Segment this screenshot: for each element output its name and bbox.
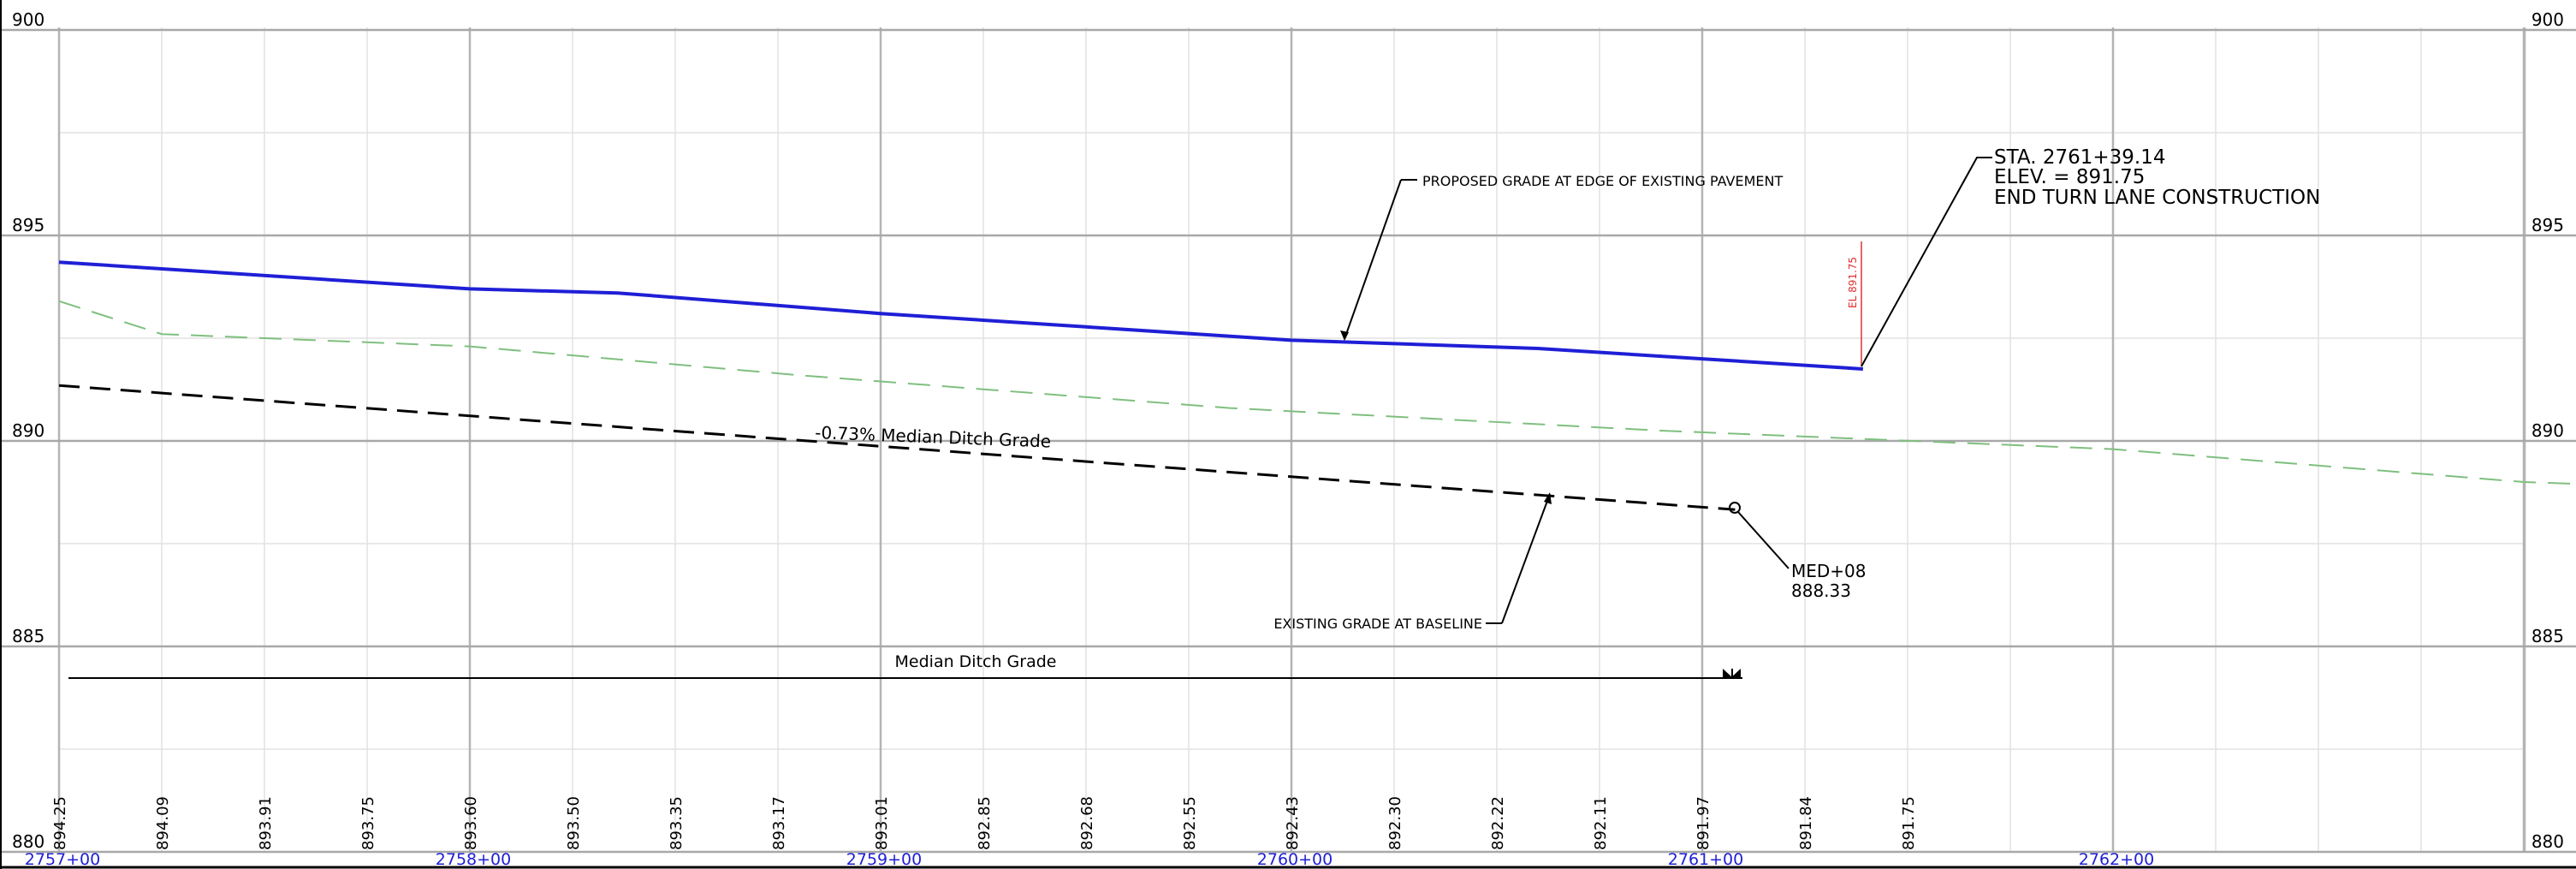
elevation-value: 893.50 xyxy=(565,796,583,850)
elevation-label-left: 880 xyxy=(12,831,45,852)
elevation-value: 892.43 xyxy=(1284,796,1302,850)
station-label: 2758+00 xyxy=(436,850,511,869)
band-end-arrow-left xyxy=(1723,669,1733,678)
ditch-grade-label: -0.73% Median Ditch Grade xyxy=(815,422,1052,452)
elevation-label-right: 880 xyxy=(2531,831,2564,852)
major-grid xyxy=(0,27,2576,854)
proposed-leader-arrow xyxy=(1340,330,1349,341)
elevation-value: 893.17 xyxy=(770,796,788,850)
end-turn-lane-text: END TURN LANE CONSTRUCTION xyxy=(1994,187,2320,209)
station-label: 2759+00 xyxy=(846,850,922,869)
elevation-label-left: 885 xyxy=(12,626,45,646)
elevation-value: 892.22 xyxy=(1489,796,1507,850)
elevation-value: 893.75 xyxy=(359,796,377,850)
elevation-value: 891.84 xyxy=(1797,796,1815,850)
elevation-labels-left: 900 895 890 885 880 xyxy=(12,9,45,852)
elevation-value: 892.30 xyxy=(1386,796,1404,850)
elevation-value: 893.35 xyxy=(668,796,686,850)
red-elevation-tag: EL 891.75 xyxy=(1847,257,1859,308)
station-label: 2762+00 xyxy=(2079,850,2154,869)
end-elevation-text: ELEV. = 891.75 xyxy=(1994,166,2145,188)
existing-grade-line xyxy=(58,300,2576,485)
elevation-label-right: 900 xyxy=(2531,9,2564,30)
elevation-value-row: 894.25 894.09 893.91 893.75 893.60 893.50 893.… xyxy=(51,796,1918,850)
station-label: 2760+00 xyxy=(1257,850,1333,869)
end-station-leader xyxy=(1861,157,1992,367)
elevation-value: 891.97 xyxy=(1695,796,1712,850)
elevation-value: 892.68 xyxy=(1078,796,1096,850)
elevation-label-right: 895 xyxy=(2531,215,2564,235)
elevation-value: 894.25 xyxy=(51,796,69,850)
elevation-value: 892.55 xyxy=(1181,796,1199,850)
elevation-label-left: 900 xyxy=(12,9,45,30)
end-station-text: STA. 2761+39.14 xyxy=(1994,146,2165,169)
elevation-label-left: 890 xyxy=(12,420,45,441)
existing-grade-label: EXISTING GRADE AT BASELINE xyxy=(1273,616,1482,632)
proposed-grade-label: PROPOSED GRADE AT EDGE OF EXISTING PAVEM… xyxy=(1422,173,1783,189)
elevation-value: 893.01 xyxy=(873,796,891,850)
elevation-value: 893.60 xyxy=(462,796,480,850)
proposed-leader xyxy=(1344,179,1402,340)
median-elevation-label: 888.33 xyxy=(1791,580,1851,601)
elevation-value: 892.11 xyxy=(1592,796,1610,850)
median-point-marker xyxy=(1729,502,1741,514)
elevation-label-right: 890 xyxy=(2531,420,2564,441)
elevation-label-left: 895 xyxy=(12,215,45,235)
median-station-label: MED+08 xyxy=(1791,561,1867,581)
elevation-value: 894.09 xyxy=(154,796,172,850)
elevation-value: 893.91 xyxy=(257,796,275,850)
elevation-value: 892.85 xyxy=(976,796,994,850)
station-label: 2761+00 xyxy=(1668,850,1743,869)
median-point-leader xyxy=(1737,511,1790,569)
elevation-labels-right: 900 895 890 885 880 xyxy=(2531,9,2564,852)
station-labels: 2757+00 2758+00 2759+00 2760+00 2761+00 2762+… xyxy=(25,850,2154,869)
proposed-grade-line xyxy=(58,260,1864,371)
elevation-value: 891.75 xyxy=(1900,796,1918,850)
band-label: Median Ditch Grade xyxy=(895,652,1057,671)
existing-leader xyxy=(1501,493,1551,624)
station-label: 2757+00 xyxy=(25,850,100,869)
elevation-label-right: 885 xyxy=(2531,626,2564,646)
existing-leader-arrow xyxy=(1544,492,1552,504)
median-ditch-grade-line xyxy=(58,384,1736,511)
